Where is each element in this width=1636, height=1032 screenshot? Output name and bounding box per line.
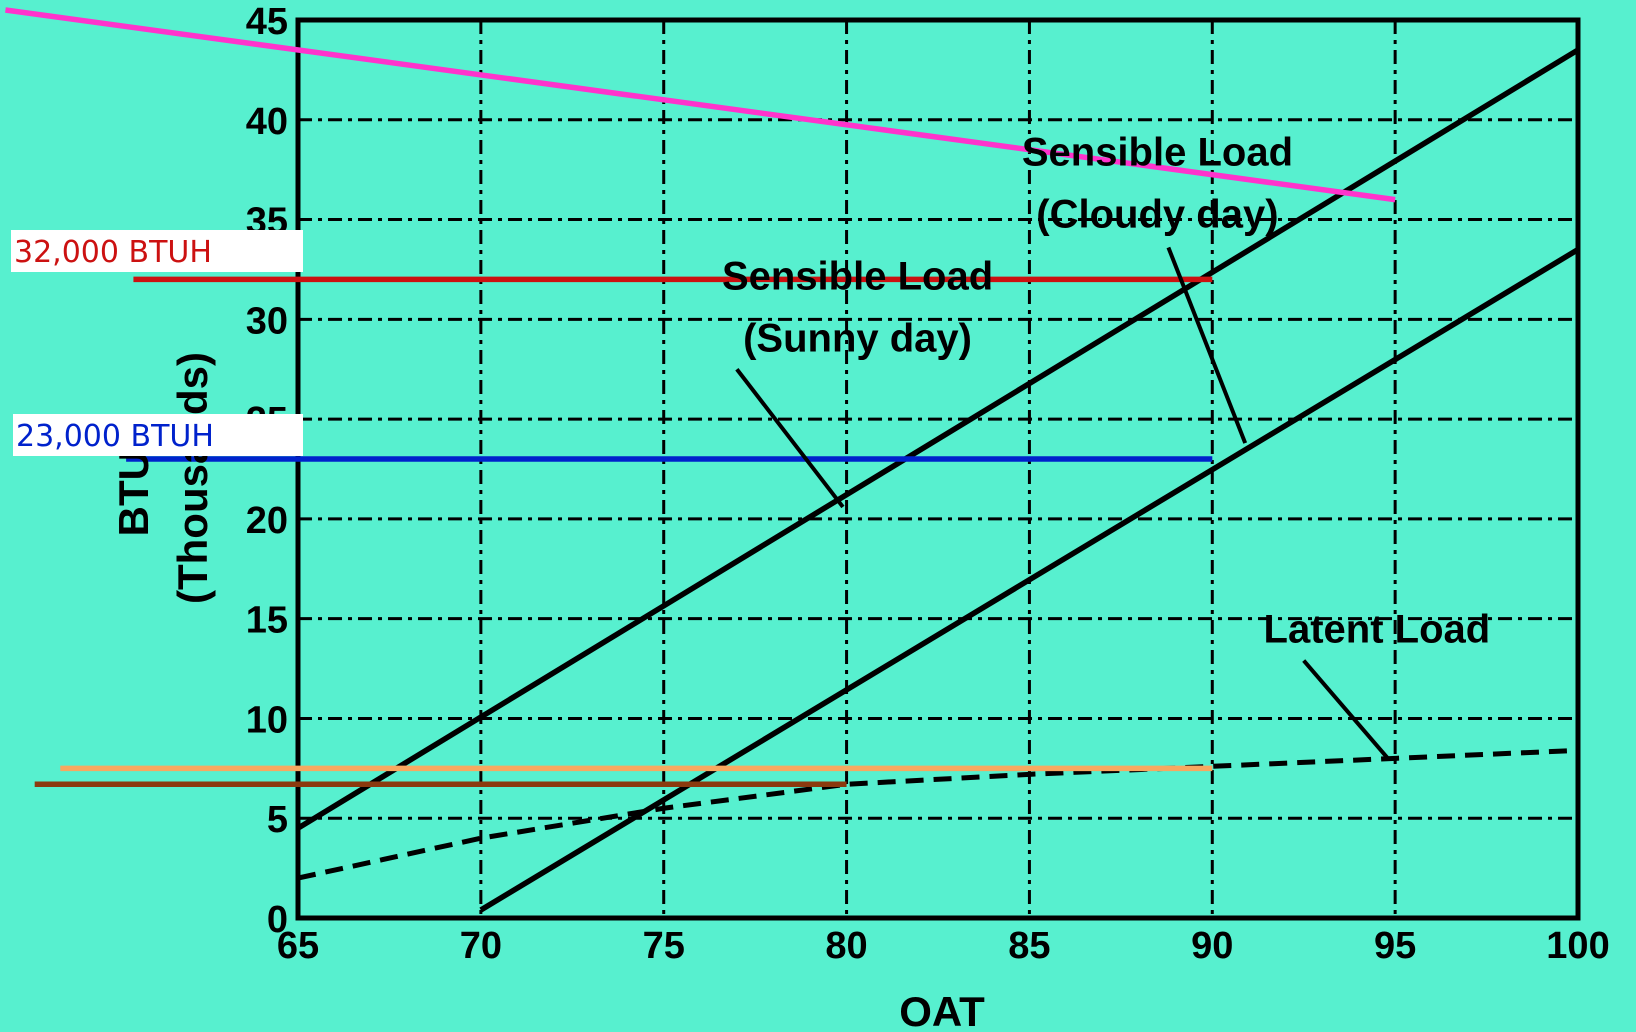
grid: [295, 17, 1581, 921]
y-tick-labels: 051015202530354045: [246, 1, 288, 941]
series-line-sunny: [479, 247, 1580, 913]
x-tick-80: 80: [825, 925, 867, 967]
annotation-sunny_label-line-0: Sensible Load: [722, 254, 993, 298]
annotation-latent_label-leader: [1302, 659, 1390, 760]
annotation-cloudy_label-line-0: Sensible Load: [1022, 131, 1293, 175]
y-tick-30: 30: [246, 300, 288, 342]
series-line-pink: [5, 7, 1396, 203]
x-axis-title: OAT: [899, 988, 985, 1032]
y-tick-20: 20: [246, 500, 288, 542]
btuh-32-label: 32,000 BTUH: [11, 230, 303, 272]
y-tick-45: 45: [246, 1, 288, 43]
series-line-latent: [297, 747, 1579, 881]
y-tick-5: 5: [267, 799, 288, 841]
y-tick-0: 0: [267, 899, 288, 941]
annotation-cloudy_label-line-1: (Cloudy day): [1036, 193, 1278, 237]
y-tick-10: 10: [246, 699, 288, 741]
x-tick-75: 75: [643, 925, 685, 967]
x-tick-100: 100: [1546, 925, 1609, 967]
y-axis-subtitle: (Thousands): [169, 352, 216, 604]
x-tick-90: 90: [1191, 925, 1233, 967]
btuh-23-label: 23,000 BTUH: [13, 414, 303, 456]
y-tick-40: 40: [246, 101, 288, 143]
annotation-cloudy_label-leader: [1166, 246, 1248, 444]
x-tick-95: 95: [1374, 925, 1416, 967]
annotation-sunny_label-line-1: (Sunny day): [743, 316, 972, 360]
plot-frame: [295, 17, 1581, 921]
series-line-cloudy: [296, 47, 1580, 831]
btuh-32-label-box: [11, 230, 303, 272]
annotation-layer: Sensible Load (Cloudy day) Sensible Load (S…: [722, 131, 1491, 760]
x-tick-65: 65: [277, 925, 319, 967]
series-layer: [5, 7, 1580, 913]
x-tick-85: 85: [1008, 925, 1050, 967]
x-tick-70: 70: [460, 925, 502, 967]
x-tick-labels: 65 70 75 80 85 90 95 100: [277, 925, 1610, 967]
btuh-23-label-box: [13, 414, 303, 456]
btuh-32-label-text: 32,000 BTUH: [14, 235, 212, 270]
y-tick-15: 15: [246, 600, 288, 642]
annotation-latent_label-line-0: Latent Load: [1264, 608, 1491, 652]
annotation-sunny_label-leader: [735, 368, 845, 509]
btuh-23-label-text: 23,000 BTUH: [16, 419, 214, 454]
